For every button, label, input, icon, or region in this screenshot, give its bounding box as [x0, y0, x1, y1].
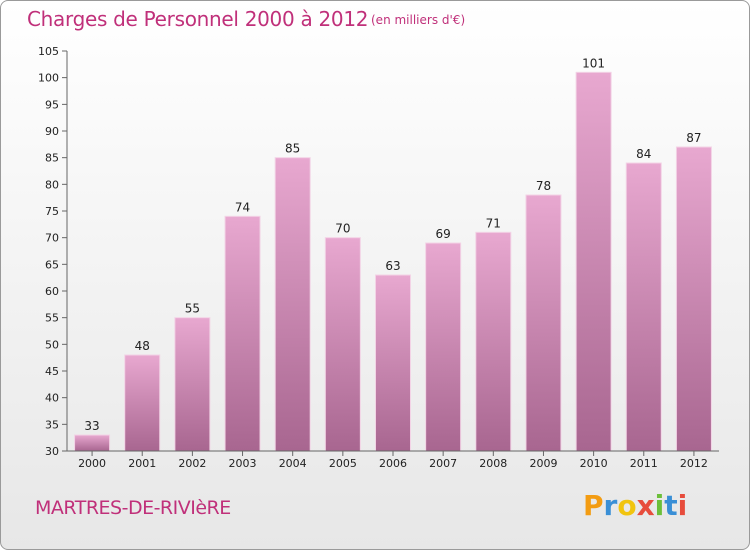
- bar-2010: [575, 71, 612, 452]
- x-tick-label-2007: 2007: [429, 457, 457, 470]
- logo-letter: i: [654, 489, 665, 522]
- bar-2009: [525, 194, 562, 452]
- y-tick-label: 90: [45, 125, 59, 138]
- logo-letter: P: [583, 489, 604, 522]
- data-label-2007: 69: [436, 227, 451, 241]
- x-tick-label-2008: 2008: [479, 457, 507, 470]
- y-tick-label: 100: [38, 72, 59, 85]
- x-tick-label-2009: 2009: [529, 457, 557, 470]
- data-label-2005: 70: [335, 222, 350, 236]
- bar-2005: [324, 237, 361, 452]
- data-label-2010: 101: [582, 56, 605, 70]
- bar-2003: [224, 215, 261, 452]
- y-tick-label: 30: [45, 445, 59, 458]
- x-tick-label-2012: 2012: [680, 457, 708, 470]
- bar-2011: [625, 162, 662, 452]
- x-tick-label-2010: 2010: [580, 457, 608, 470]
- proxiti-logo[interactable]: Proxiti: [583, 489, 687, 522]
- data-label-2009: 78: [536, 179, 551, 193]
- bar-2000: [74, 434, 111, 452]
- y-tick-label: 60: [45, 285, 59, 298]
- commune-name: MARTRES-DE-RIVIèRE: [35, 497, 231, 519]
- y-tick-label: 85: [45, 152, 59, 165]
- x-tick-label-2011: 2011: [630, 457, 658, 470]
- data-label-2011: 84: [636, 147, 651, 161]
- data-label-2000: 33: [84, 419, 99, 433]
- logo-letter: r: [603, 489, 618, 522]
- data-label-2008: 71: [486, 216, 501, 230]
- bar-2008: [475, 231, 512, 452]
- data-label-2006: 63: [385, 259, 400, 273]
- x-tick-label-2000: 2000: [78, 457, 106, 470]
- bar-2012: [675, 146, 712, 452]
- y-tick-label: 50: [45, 338, 59, 351]
- logo-letter: t: [664, 489, 678, 522]
- y-axis: 30 35 40 45 50 55 60 65 70 75 80 85 90 95 100 105: [38, 45, 68, 458]
- y-tick-label: 45: [45, 365, 59, 378]
- x-tick-label-2004: 2004: [279, 457, 307, 470]
- data-label-2003: 74: [235, 200, 250, 214]
- bar-2006: [375, 274, 411, 452]
- y-tick-label: 35: [45, 418, 59, 431]
- bar-2001: [124, 354, 161, 452]
- logo-letter: o: [617, 489, 637, 522]
- x-tick-label-2006: 2006: [379, 457, 407, 470]
- bar-2004: [274, 157, 311, 452]
- x-tick-label-2002: 2002: [178, 457, 206, 470]
- data-label-2004: 85: [285, 142, 300, 156]
- x-axis: 2000 2001 2002 2003 2004 2005 2006 2007 2008 2009…: [67, 450, 719, 470]
- chart-unit: (en milliers d'€): [371, 13, 466, 27]
- logo-letter: x: [636, 489, 655, 522]
- y-tick-label: 80: [45, 178, 59, 191]
- y-tick-label: 70: [45, 232, 59, 245]
- y-tick-label: 40: [45, 392, 59, 405]
- data-label-2012: 87: [686, 131, 701, 145]
- data-label-2001: 48: [135, 339, 150, 353]
- y-tick-label: 65: [45, 258, 59, 271]
- chart-title: Charges de Personnel 2000 à 2012: [27, 7, 369, 31]
- data-label-2002: 55: [185, 302, 200, 316]
- bars: 33 48 55 74 85 70 63 69 71 78 101 84 87: [74, 56, 712, 452]
- x-tick-label-2005: 2005: [329, 457, 357, 470]
- bar-2007: [425, 242, 462, 452]
- y-tick-label: 105: [38, 45, 59, 58]
- y-tick-label: 95: [45, 98, 59, 111]
- y-tick-label: 75: [45, 205, 59, 218]
- y-tick-label: 55: [45, 312, 59, 325]
- x-tick-label-2001: 2001: [128, 457, 156, 470]
- x-tick-label-2003: 2003: [229, 457, 257, 470]
- logo-letter: i: [677, 489, 688, 522]
- bar-2002: [174, 317, 211, 452]
